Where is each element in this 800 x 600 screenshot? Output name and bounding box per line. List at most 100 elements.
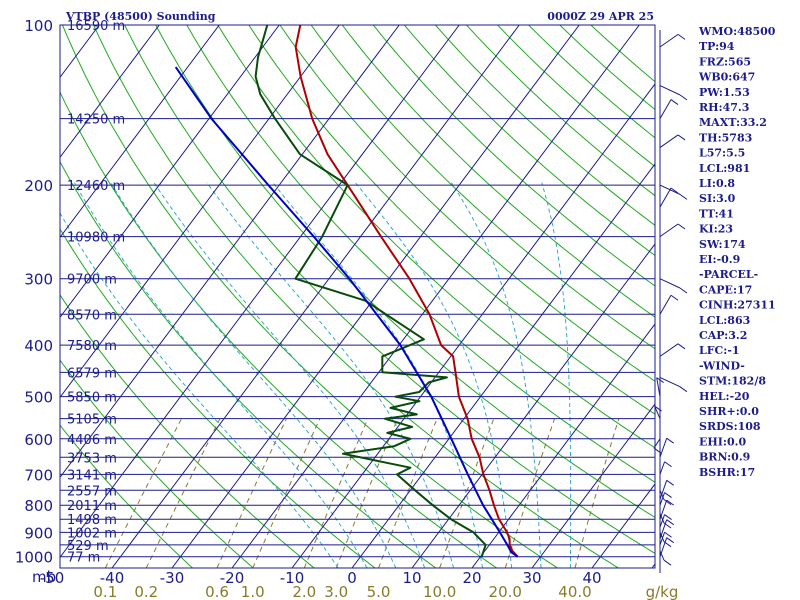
- isotherm-line: [60, 25, 340, 399]
- wind-barb: [659, 519, 674, 539]
- temperature-tick-label: -10: [280, 569, 305, 587]
- temperature-tick-label: -50: [40, 569, 65, 587]
- mixing-ratio-tick-label: 3.0: [324, 583, 348, 600]
- isotherm-line: [0, 25, 39, 568]
- isotherm-line: [531, 403, 655, 568]
- dry-adiabat-line: [124, 25, 655, 554]
- mixing-ratio-unit-label: g/kg: [646, 583, 679, 600]
- isotherm-line: [60, 25, 220, 239]
- isotherm-line: [411, 243, 655, 568]
- isotherm-line: [60, 25, 160, 159]
- wind-barbs: [653, 30, 688, 573]
- wind-barb: [654, 405, 662, 419]
- moist-adiabat-line: [206, 182, 454, 568]
- height-label: 529 m: [67, 539, 109, 554]
- isotherm-line: [291, 83, 655, 568]
- pressure-tick-label: 400: [24, 337, 53, 355]
- sounding-index: MAXT:33.2: [699, 116, 767, 129]
- moist-adiabat-line: [153, 182, 426, 568]
- sounding-index: FRZ:565: [699, 55, 751, 68]
- temperature-tick-label: 0: [347, 569, 357, 587]
- pressure-tick-label: 900: [24, 524, 53, 542]
- mixing-ratio-tick-label: 0.2: [134, 583, 158, 600]
- isotherm-line: [471, 323, 655, 568]
- temperature-tick-label: -30: [160, 569, 185, 587]
- wind-barb: [659, 550, 672, 566]
- wind-barb: [659, 461, 672, 475]
- isotherm-line: [60, 25, 460, 559]
- wind-barb: [659, 278, 688, 294]
- height-label: 10980 m: [67, 231, 125, 246]
- sounding-index: KI:23: [699, 223, 733, 236]
- chart-grid: [0, 25, 655, 568]
- sounding-index: HEL:-20: [699, 390, 750, 403]
- sounding-index: BRN:0.9: [699, 451, 750, 464]
- sounding-index: LCL:863: [699, 314, 750, 327]
- sounding-index: SI:3.0: [699, 192, 736, 205]
- mixing-ratio-tick-label: 20.0: [489, 583, 522, 600]
- mixing-ratio-line: [104, 418, 182, 568]
- height-label: 12460 m: [67, 179, 125, 194]
- dry-adiabat-line: [372, 25, 655, 287]
- chart-time: 0000Z 29 APR 25: [547, 10, 654, 23]
- wind-barb: [659, 33, 686, 48]
- temperature-tick-label: 40: [582, 569, 601, 587]
- dry-adiabat-line: [590, 25, 655, 83]
- isotherm-line: [351, 163, 655, 568]
- dry-adiabat-line: [310, 25, 655, 350]
- dry-adiabat-line: [60, 91, 497, 568]
- mixing-ratio-line: [252, 418, 321, 568]
- sounding-index: L57:5.5: [699, 147, 745, 160]
- sounding-index: LCL:981: [699, 162, 750, 175]
- wind-barb: [659, 184, 688, 200]
- mixing-ratio-line: [303, 418, 369, 568]
- height-label: 1498 m: [67, 513, 117, 528]
- dry-adiabat-line: [403, 25, 655, 257]
- sounding-index: WB0:647: [698, 71, 755, 84]
- dewpoint-line: [254, 25, 487, 558]
- dry-adiabat-line: [60, 424, 193, 568]
- height-label: 8570 m: [67, 308, 117, 323]
- temperature-line: [294, 25, 519, 558]
- temperature-tick-label: 30: [522, 569, 541, 587]
- moist-adiabat-line: [73, 182, 368, 568]
- mixing-ratio-tick-label: 0.6: [205, 583, 229, 600]
- wind-barb: [656, 377, 664, 397]
- sounding-index: EI:-0.9: [699, 253, 740, 266]
- plot-frame: [59, 24, 656, 569]
- dry-adiabat-line: [341, 25, 655, 318]
- sounding-index: CAPE:17: [699, 283, 752, 296]
- isotherm-line: [591, 483, 655, 568]
- moist-adiabat-line: [110, 182, 397, 568]
- isotherm-line: [231, 25, 640, 568]
- temperature-tick-label: 10: [402, 569, 421, 587]
- mixing-ratio-tick-label: 40.0: [558, 583, 591, 600]
- wind-barb: [659, 294, 679, 315]
- mixing-ratio-tick-label: 0.1: [93, 583, 117, 600]
- mixing-ratio-line: [504, 418, 555, 568]
- wind-barb: [659, 479, 674, 500]
- pressure-tick-label: 700: [24, 466, 53, 484]
- sounding-index: TT:41: [699, 207, 734, 220]
- pressure-tick-label: 200: [24, 177, 53, 195]
- temperature-tick-label: 20: [462, 569, 481, 587]
- dry-adiabat-line: [248, 25, 655, 415]
- mixing-ratio-tick-label: 1.0: [241, 583, 265, 600]
- sounding-index: BSHR:17: [699, 466, 755, 479]
- sounding-index: WMO:48500: [698, 25, 776, 38]
- height-label: 2011 m: [67, 499, 117, 514]
- height-label: 1002 m: [67, 526, 117, 541]
- height-label: 7580 m: [67, 339, 117, 354]
- mixing-ratio-tick-label: 2.0: [292, 583, 316, 600]
- sounding-index: CINH:27311: [699, 299, 776, 312]
- height-label: 5105 m: [67, 413, 117, 428]
- height-label: 14250 m: [67, 113, 125, 128]
- chart-series: [174, 25, 519, 558]
- dry-adiabat-line: [155, 25, 655, 518]
- pressure-tick-label: 800: [24, 497, 53, 515]
- height-label: 77 m: [67, 551, 100, 566]
- sounding-index: TH:5783: [699, 131, 752, 144]
- pressure-tick-label: 600: [24, 431, 53, 449]
